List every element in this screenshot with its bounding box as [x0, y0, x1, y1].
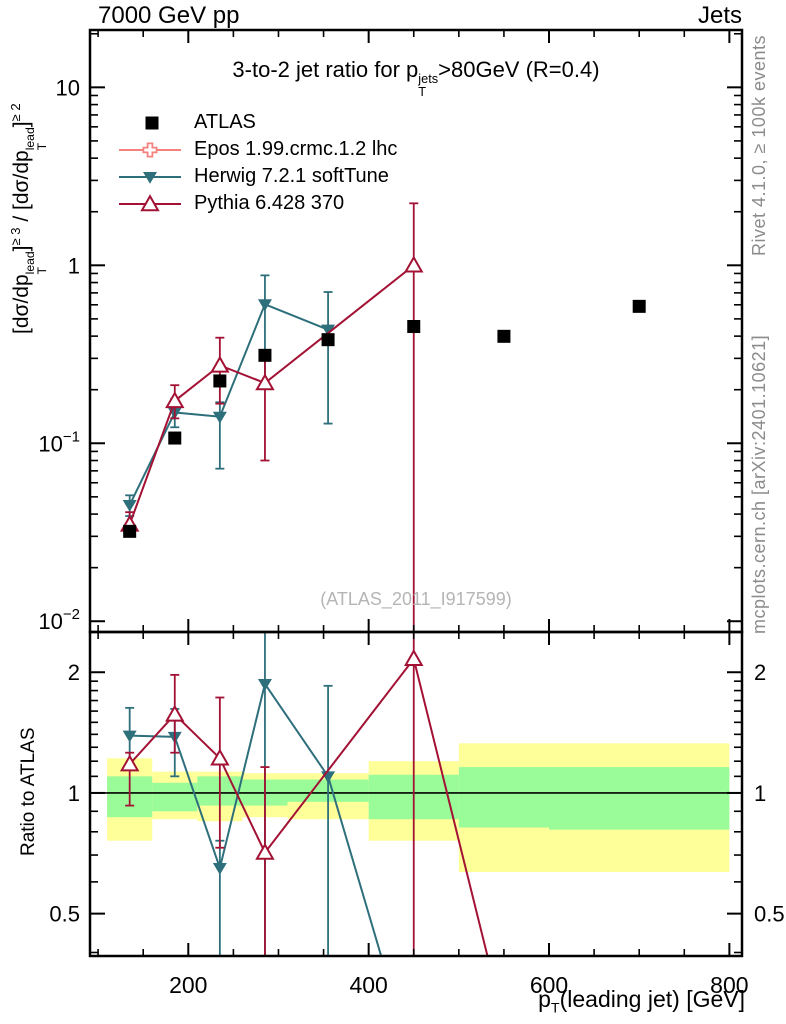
title-pt-stack: jets T — [418, 71, 439, 99]
svg-text:10−1: 10−1 — [38, 428, 80, 456]
watermark: (ATLAS_2011_I917599) — [320, 589, 512, 609]
pythia-marker-icon — [119, 193, 181, 211]
svg-text:0.5: 0.5 — [754, 902, 785, 927]
legend-item-epos: Epos 1.99.crmc.1.2 lhc — [118, 136, 397, 163]
green-band — [458, 767, 550, 828]
legend: ATLAS Epos 1.99.crmc.1.2 lhc Herwig 7.2.… — [118, 109, 397, 217]
atlas-marker-icon — [145, 116, 159, 129]
rivet-version-note: Rivet 4.1.0, ≥ 100k events — [749, 35, 769, 256]
svg-text:200: 200 — [169, 972, 207, 998]
svg-text:10−2: 10−2 — [38, 606, 80, 634]
green-band — [152, 782, 198, 812]
svg-text:2: 2 — [754, 660, 766, 685]
green-band — [549, 767, 730, 830]
legend-label: Herwig 7.2.1 softTune — [194, 165, 389, 187]
legend-label: Pythia 6.428 370 — [194, 192, 345, 214]
x-axis-label: pT(leading jet) [GeV] — [538, 986, 745, 1017]
svg-text:1: 1 — [68, 253, 80, 278]
title-cut-text: >80GeV (R=0.4) — [438, 57, 600, 82]
uncertainty-bands — [90, 743, 742, 873]
svg-text:1: 1 — [68, 781, 80, 806]
beam-label: 7000 GeV pp — [98, 2, 240, 29]
tick-labels: 10 1 10−1 10−2 2 2 1 1 0.5 0.5 200 400 600 800 — [38, 75, 784, 998]
legend-item-pythia: Pythia 6.428 370 — [118, 190, 397, 217]
legend-label: Epos 1.99.crmc.1.2 lhc — [194, 138, 398, 160]
svg-text:1: 1 — [754, 781, 766, 806]
svg-text:400: 400 — [349, 972, 387, 998]
epos-marker-icon — [119, 142, 181, 157]
svg-text:600: 600 — [530, 972, 568, 998]
svg-text:10: 10 — [56, 75, 80, 100]
legend-label: ATLAS — [194, 111, 256, 133]
ratio-series — [119, 632, 489, 956]
svg-text:800: 800 — [710, 972, 748, 998]
title-text: 3-to-2 jet ratio for p — [232, 57, 419, 82]
plot-title: 3-to-2 jet ratio for p jets T >80GeV (R=0.4… — [90, 57, 742, 98]
axes-frame — [88, 28, 744, 958]
main-series — [119, 202, 646, 632]
mcplots-note: mcplots.cern.ch [arXiv:2401.10621] — [749, 334, 769, 634]
legend-item-herwig: Herwig 7.2.1 softTune — [118, 163, 397, 190]
herwig-marker-icon — [119, 171, 181, 184]
ratio-y-axis-label: Ratio to ATLAS — [18, 727, 39, 857]
analysis-group-label: Jets — [697, 2, 742, 29]
legend-item-atlas: ATLAS — [118, 109, 397, 136]
svg-text:2: 2 — [68, 660, 80, 685]
main-y-axis-label: [dσ/dp lead T]≥ 3 / [dσ/dp lead T]≥ 2 — [8, 103, 49, 334]
svg-text:0.5: 0.5 — [49, 902, 80, 927]
